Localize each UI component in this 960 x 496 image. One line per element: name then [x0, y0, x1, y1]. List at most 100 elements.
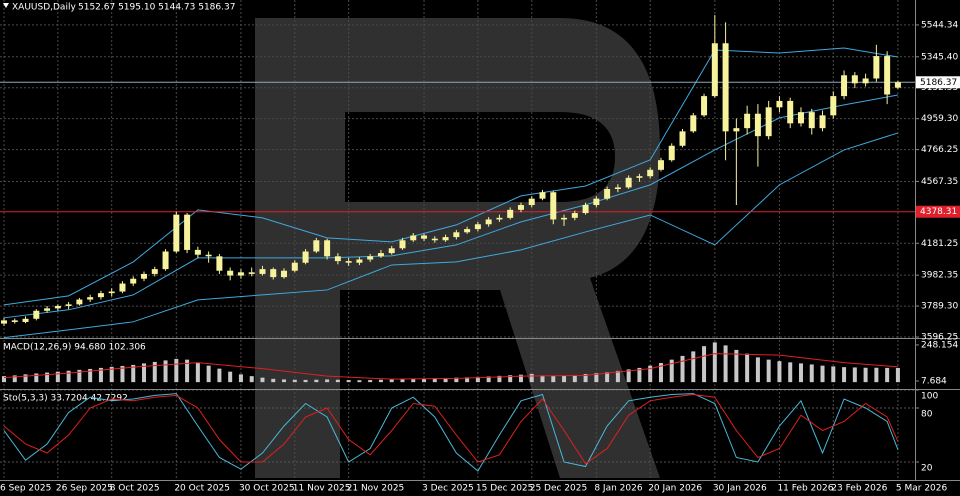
macd-bar — [895, 367, 900, 383]
candle-body — [787, 100, 794, 124]
macd-bar — [702, 346, 707, 383]
stoch-line — [3, 393, 899, 465]
macd-bar — [346, 380, 351, 383]
macd-bar — [335, 379, 340, 383]
macd-bar — [303, 379, 308, 383]
macd-bar — [852, 367, 857, 383]
macd-title: MACD(12,26,9) 94.680 102.306 — [3, 343, 146, 353]
candle-body — [453, 232, 460, 238]
symbol-icon — [3, 3, 9, 8]
candle-body — [593, 198, 600, 206]
price-label: 5186.37 — [920, 78, 957, 88]
macd-bar — [271, 378, 276, 383]
macd-bar — [432, 378, 437, 383]
macd-bar — [680, 355, 685, 383]
candle-body — [582, 205, 589, 214]
y-tick-label: 4567.35 — [921, 177, 958, 187]
x-tick-label: 26 Sep 2025 — [56, 484, 113, 494]
macd-bar — [238, 374, 243, 383]
x-tick-label: 11 Feb 2026 — [777, 484, 833, 494]
candle-body — [614, 187, 621, 190]
candle-body — [141, 273, 148, 279]
macd-bar — [572, 374, 577, 383]
price-label: 4378.31 — [920, 207, 957, 217]
candle-body — [754, 113, 761, 137]
candle-body — [216, 256, 223, 271]
candle-body — [237, 272, 244, 276]
macd-bar — [163, 360, 168, 383]
y-tick-label: 4766.25 — [921, 145, 958, 155]
macd-bar — [88, 368, 93, 383]
x-tick-label: 30 Oct 2025 — [239, 484, 295, 494]
macd-bar — [788, 362, 793, 383]
macd-bar — [518, 374, 523, 383]
candle-body — [873, 56, 880, 79]
macd-bar — [745, 353, 750, 383]
candle-body — [313, 240, 320, 252]
candle-body — [517, 205, 524, 210]
macd-bar — [669, 359, 674, 383]
macd-bar — [820, 365, 825, 383]
y-tick-label: 248.154 — [921, 340, 958, 350]
y-tick-label: 3596.25 — [921, 332, 958, 342]
candle-body — [421, 235, 428, 239]
candle-body — [334, 256, 341, 262]
candle-body — [442, 237, 449, 241]
candle-body — [797, 112, 804, 124]
macd-bar — [2, 376, 6, 383]
candle-body — [377, 253, 384, 257]
candle-body — [841, 75, 848, 97]
candle-body — [388, 248, 395, 254]
candle-body — [119, 283, 126, 292]
macd-bar — [228, 371, 233, 383]
macd-bar — [66, 370, 71, 383]
candle-body — [819, 115, 826, 129]
macd-bar — [562, 375, 567, 383]
macd-bar — [809, 364, 814, 383]
candle-body — [884, 56, 891, 95]
macd-bar — [77, 369, 82, 383]
macd-bar — [378, 379, 383, 383]
chart-title: XAUUSD,Daily — [12, 3, 76, 13]
macd-bar — [637, 367, 642, 383]
macd-bar — [755, 357, 760, 383]
macd-bar — [648, 365, 653, 383]
x-tick-label: 25 Dec 2025 — [530, 484, 588, 494]
stoch-line — [3, 393, 899, 472]
macd-bar — [691, 351, 696, 383]
macd-bar — [885, 367, 890, 383]
macd-bar — [120, 365, 125, 383]
macd-bar — [605, 372, 610, 383]
candle-body — [97, 293, 104, 298]
candle-body — [54, 305, 61, 309]
macd-bar — [217, 368, 222, 383]
price-label-box — [916, 205, 960, 218]
candle-body — [1, 320, 7, 324]
candle-body — [571, 213, 578, 218]
y-tick-label: 4959.30 — [921, 114, 958, 124]
macd-bar — [260, 377, 265, 383]
candle-body — [162, 251, 169, 270]
candle-body — [561, 217, 568, 220]
macd-bar — [98, 367, 103, 383]
candle-body — [227, 270, 234, 276]
candle-body — [87, 297, 94, 300]
watermark — [255, 18, 660, 478]
macd-bar — [292, 379, 297, 383]
macd-bar — [734, 349, 739, 383]
macd-bar — [325, 379, 330, 383]
macd-bar — [142, 363, 147, 383]
macd-bar — [497, 375, 502, 383]
macd-bar — [454, 377, 459, 383]
x-tick-label: 3 Dec 2025 — [422, 484, 474, 494]
stoch-title: Sto(5,3,3) 33.7204 42.7292 — [3, 394, 128, 404]
x-tick-label: 5 Mar 2026 — [896, 484, 948, 494]
candle-body — [11, 320, 18, 322]
y-tick-label: 80 — [921, 410, 933, 420]
x-tick-label: 20 Jan 2026 — [648, 484, 702, 494]
candle-body — [604, 189, 611, 199]
macd-bar — [529, 373, 534, 383]
candle-body — [496, 217, 503, 220]
candle-body — [808, 112, 815, 129]
x-tick-label: 8 Jan 2026 — [594, 484, 642, 494]
